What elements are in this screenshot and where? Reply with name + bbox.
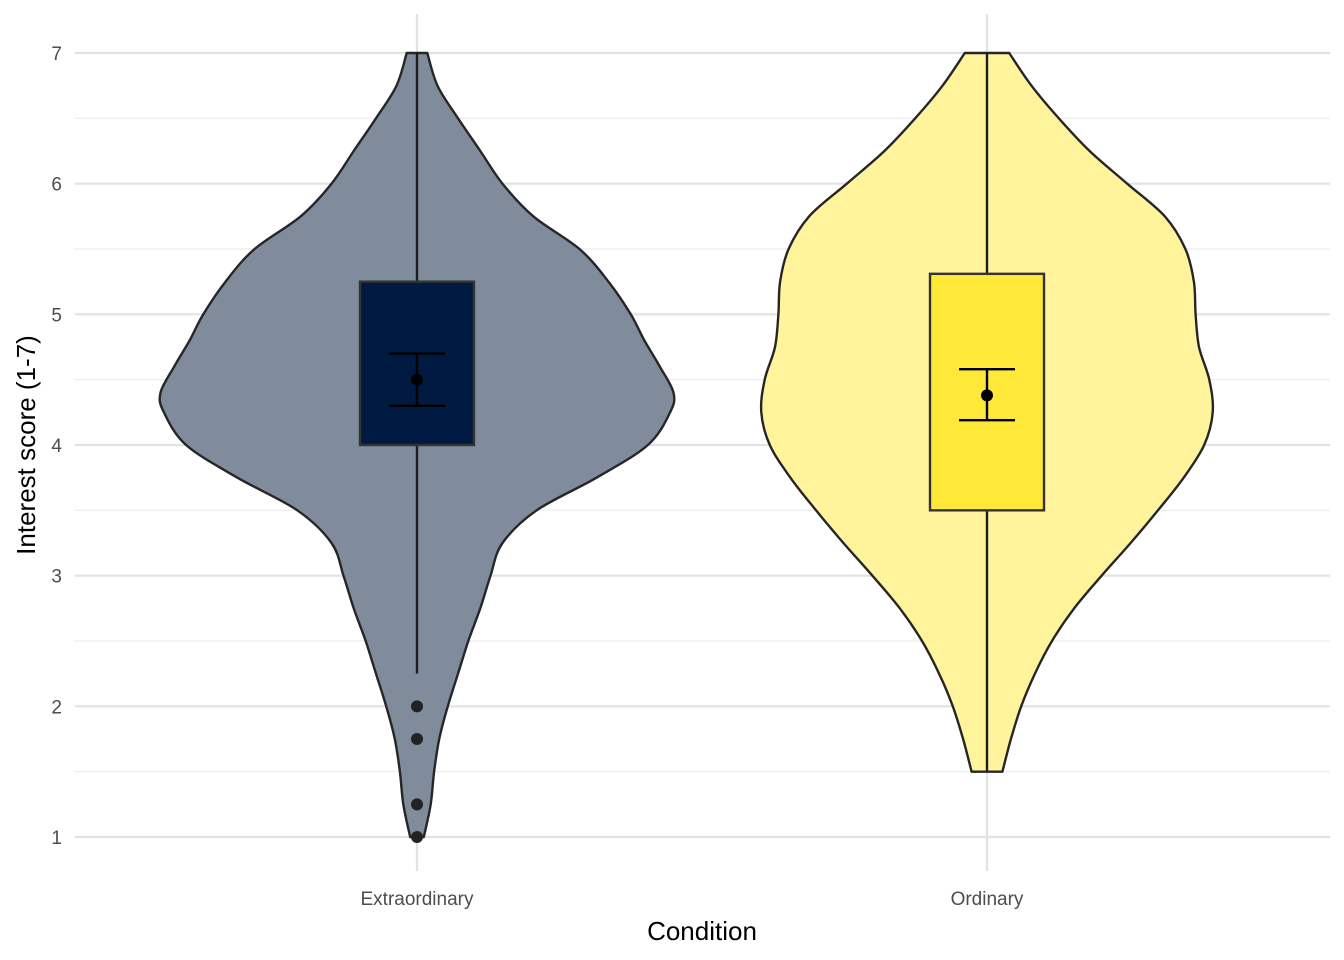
y-tick-label: 7 — [51, 44, 62, 65]
y-tick-label: 3 — [51, 567, 62, 588]
y-tick-label: 1 — [51, 828, 62, 849]
group-ordinary — [759, 51, 1215, 773]
outlier-point — [411, 831, 423, 843]
y-tick-label: 4 — [51, 436, 62, 457]
group-extraordinary — [158, 51, 676, 843]
mean-point — [981, 389, 993, 402]
violin-groups — [158, 51, 1215, 843]
x-axis-title: Condition — [647, 916, 757, 946]
outlier-point — [411, 733, 423, 745]
outlier-point — [411, 700, 423, 713]
y-tick-label: 5 — [51, 305, 62, 326]
x-tick-label: Ordinary — [951, 889, 1024, 910]
y-tick-labels: 1 2 3 4 5 6 7 — [51, 44, 62, 849]
outlier-point — [411, 798, 423, 811]
y-tick-label: 6 — [51, 175, 62, 196]
mean-point — [411, 373, 423, 386]
x-tick-label: Extraordinary — [361, 889, 474, 910]
y-tick-label: 2 — [51, 697, 62, 718]
x-tick-labels: Extraordinary Ordinary — [361, 889, 1024, 910]
y-axis-title: Interest score (1-7) — [11, 335, 41, 555]
